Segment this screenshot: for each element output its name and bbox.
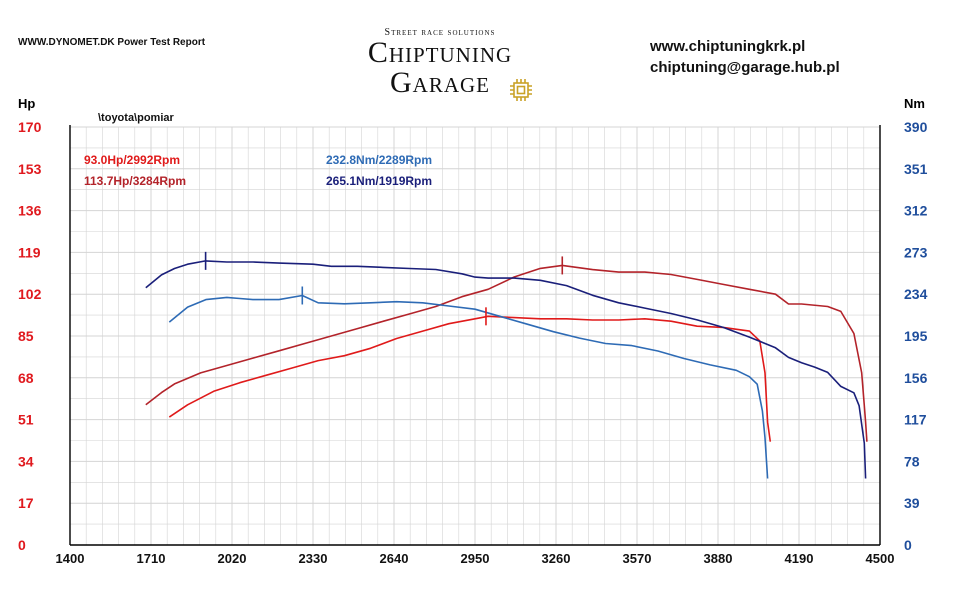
- x-tick-label: 3260: [542, 551, 571, 566]
- y-tick-label-left: 153: [18, 161, 42, 177]
- y-tick-label-left: 119: [18, 244, 41, 260]
- y-tick-label-left: 34: [18, 453, 34, 469]
- chart-title: \toyota\pomiar: [98, 112, 175, 124]
- brand-tagline: Street race solutions: [384, 27, 496, 38]
- email-link[interactable]: chiptuning@garage.hub.pl: [650, 59, 840, 76]
- annotation-stock-torque: 232.8Nm/2289Rpm: [326, 153, 432, 167]
- y-tick-label-right: 273: [904, 244, 928, 260]
- annotation-tuned-torque: 265.1Nm/1919Rpm: [326, 174, 432, 188]
- series-line-stock_torque: [168, 294, 769, 479]
- y-tick-label-right: 39: [904, 495, 920, 511]
- x-tick-label: 4500: [866, 551, 895, 566]
- annotation-stock-power: 93.0Hp/2992Rpm: [84, 153, 180, 167]
- series-line-tuned_power: [145, 264, 868, 442]
- x-tick-label: 2950: [461, 551, 490, 566]
- y-tick-label-left: 136: [18, 203, 42, 219]
- annotation-tuned-power: 113.7Hp/3284Rpm: [84, 174, 186, 188]
- x-tick-label: 4190: [785, 551, 814, 566]
- y-tick-label-right: 195: [904, 328, 928, 344]
- y-tick-label-right: 117: [904, 412, 927, 428]
- tick-labels: 1400 1710 2020 2330 2640 2950 3260 3570 3880 4190…: [18, 119, 928, 566]
- series-line-tuned_torque: [145, 260, 867, 479]
- y-tick-label-left: 17: [18, 495, 34, 511]
- chip-icon: [510, 79, 532, 101]
- x-tick-label: 2330: [299, 551, 328, 566]
- x-tick-label: 2020: [218, 551, 247, 566]
- brand-line-2: Garage: [390, 66, 490, 99]
- y-tick-label-right: 234: [904, 286, 928, 302]
- peak-markers: [204, 251, 564, 326]
- grid: [69, 126, 881, 546]
- y-tick-label-right: 390: [904, 119, 928, 135]
- y-tick-label-right: 78: [904, 453, 920, 469]
- report-title: WWW.DYNOMET.DK Power Test Report: [18, 37, 206, 48]
- series-line-stock_power: [168, 315, 772, 442]
- y-axis-label-left: Hp: [18, 96, 35, 111]
- y-tick-label-left: 170: [18, 119, 42, 135]
- y-tick-label-right: 0: [904, 537, 912, 553]
- series-lines: [145, 260, 868, 479]
- brand-line-1: Chiptuning: [367, 36, 513, 69]
- x-tick-label: 3570: [623, 551, 652, 566]
- y-axis-label-right: Nm: [904, 96, 925, 111]
- y-tick-label-right: 156: [904, 370, 928, 386]
- y-tick-label-right: 351: [904, 161, 928, 177]
- axes: [69, 125, 881, 546]
- x-tick-label: 1400: [56, 551, 85, 566]
- brand-logo-text: Chiptuning Garage: [340, 38, 540, 98]
- y-tick-label-left: 68: [18, 370, 34, 386]
- x-tick-label: 2640: [380, 551, 409, 566]
- x-tick-label: 1710: [137, 551, 166, 566]
- y-tick-label-left: 102: [18, 286, 42, 302]
- x-tick-label: 3880: [704, 551, 733, 566]
- y-tick-label-left: 85: [18, 328, 34, 344]
- website-link[interactable]: www.chiptuningkrk.pl: [650, 38, 806, 55]
- y-tick-label-left: 51: [18, 412, 34, 428]
- y-tick-label-right: 312: [904, 203, 928, 219]
- y-tick-label-left: 0: [18, 537, 26, 553]
